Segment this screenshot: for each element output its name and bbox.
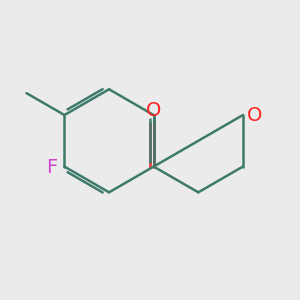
Text: F: F bbox=[46, 158, 57, 177]
Text: O: O bbox=[247, 106, 263, 124]
Text: O: O bbox=[146, 101, 161, 120]
